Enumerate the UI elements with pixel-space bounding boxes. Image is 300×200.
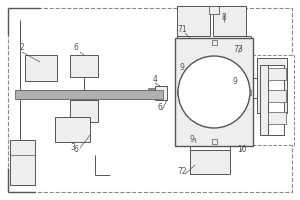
Bar xyxy=(209,6,219,14)
Text: 10: 10 xyxy=(237,146,247,154)
Bar xyxy=(10,140,35,185)
Text: 9: 9 xyxy=(232,77,237,86)
Bar xyxy=(55,117,90,142)
Bar xyxy=(70,100,98,122)
Bar xyxy=(212,40,217,45)
Bar xyxy=(190,150,230,174)
Bar xyxy=(268,65,284,135)
Bar xyxy=(246,90,251,95)
Bar xyxy=(155,86,167,100)
Bar xyxy=(175,38,253,146)
Text: 2: 2 xyxy=(20,44,24,52)
Text: 9: 9 xyxy=(180,64,184,72)
Text: 3: 3 xyxy=(70,144,75,152)
Circle shape xyxy=(178,56,250,128)
Text: 8: 8 xyxy=(222,14,226,22)
Text: 6: 6 xyxy=(74,146,78,154)
Bar xyxy=(257,58,287,113)
Text: 73: 73 xyxy=(233,46,243,54)
Text: 6: 6 xyxy=(74,44,78,52)
Bar xyxy=(268,90,286,102)
Bar xyxy=(70,55,98,77)
Bar xyxy=(213,6,246,36)
Text: 6: 6 xyxy=(158,104,162,112)
Bar xyxy=(177,90,182,95)
Text: 4: 4 xyxy=(153,75,158,84)
Text: 9: 9 xyxy=(190,136,194,144)
Bar xyxy=(268,68,286,80)
Bar xyxy=(15,90,163,99)
Bar xyxy=(177,6,210,36)
Bar xyxy=(260,65,268,135)
Text: 72: 72 xyxy=(177,168,187,176)
Text: 71: 71 xyxy=(177,25,187,34)
Bar xyxy=(212,139,217,144)
Bar xyxy=(268,112,286,124)
Bar xyxy=(25,55,57,81)
Bar xyxy=(252,55,294,145)
